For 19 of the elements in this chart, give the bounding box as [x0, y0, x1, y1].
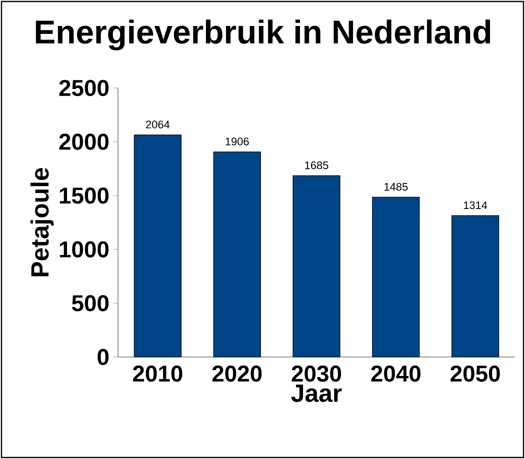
data-label: 1485	[384, 182, 408, 191]
data-label: 2064	[146, 120, 170, 128]
y-tick-label: 0	[98, 348, 109, 366]
x-tick-label: 2030	[292, 366, 342, 382]
x-axis-title: Jaar	[291, 384, 342, 402]
y-tick-label: 500	[72, 295, 109, 312]
x-tick-label: 2010	[133, 366, 182, 382]
y-axis-title: Petajoule	[30, 168, 54, 276]
y-tick-label: 1000	[60, 241, 109, 258]
x-tick-label: 2020	[212, 366, 262, 382]
y-tick-label: 2500	[59, 80, 109, 96]
y-tick-label: 1500	[60, 187, 109, 204]
data-label: 1906	[226, 138, 249, 146]
data-label: 1685	[305, 161, 328, 170]
chart-title: Energieverbruik in Nederland	[36, 20, 490, 50]
data-label: 1314	[464, 201, 488, 210]
y-tick-label: 2000	[59, 134, 109, 150]
x-tick-label: 2040	[371, 366, 420, 382]
x-tick-label: 2050	[450, 366, 500, 382]
